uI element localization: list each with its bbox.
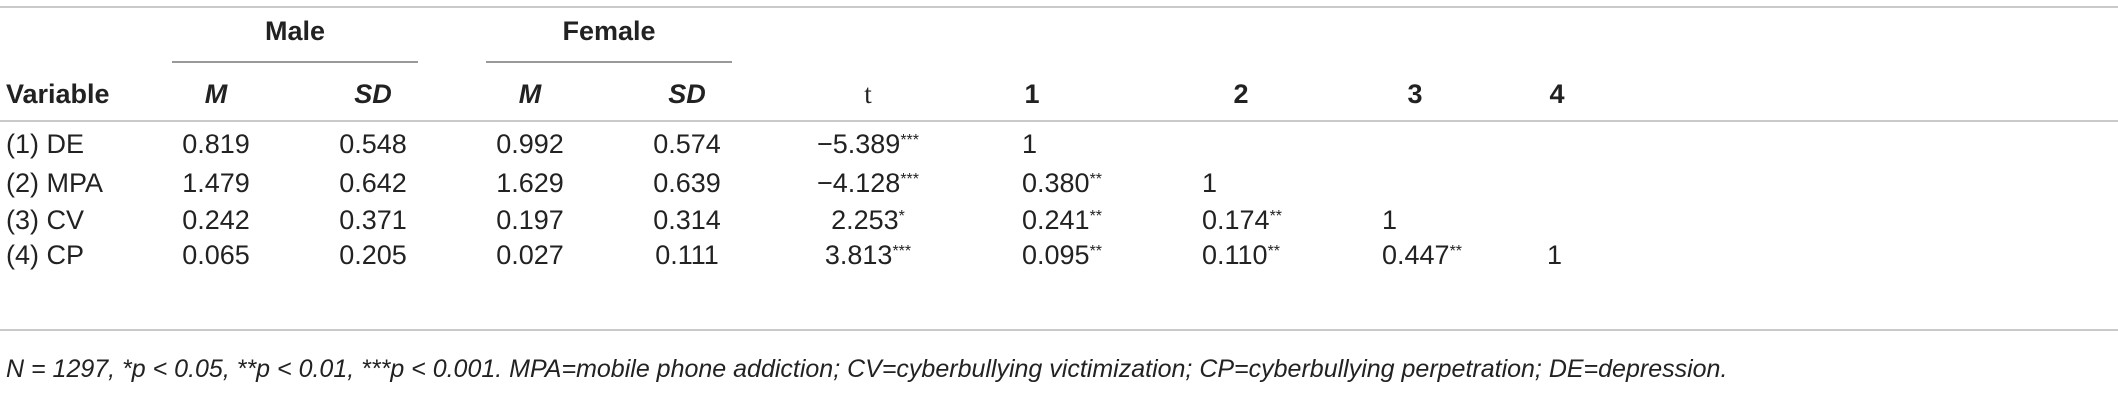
row-4-c1: 0.095** (1022, 238, 1102, 272)
row-3-c2-value: 0.174 (1202, 205, 1270, 235)
row-2-c1: 0.380** (1022, 166, 1102, 200)
row-2-c1-value: 0.380 (1022, 168, 1090, 198)
col-header-female-sd: SD (668, 79, 706, 109)
col-header-variable: Variable (6, 79, 110, 109)
row-2-female-sd: 0.639 (653, 168, 721, 198)
row-1-variable: (1) DE (6, 129, 85, 159)
row-2-t-sig: *** (900, 171, 920, 188)
row-2-female-m: 1.629 (496, 168, 564, 198)
row-1-t-value: −5.389 (816, 129, 901, 159)
female-group-rule (486, 61, 732, 63)
group-header-male: Male (264, 16, 326, 46)
row-4-c3-sig: ** (1449, 243, 1463, 260)
row-4-c3: 0.447** (1382, 238, 1462, 272)
row-4-c4: 1 (1546, 240, 1562, 270)
col-header-3: 3 (1407, 79, 1423, 109)
row-3-t-sig: * (898, 208, 905, 225)
row-2-c1-sig: ** (1089, 171, 1103, 188)
row-3-variable: (3) CV (6, 205, 85, 235)
row-4-male-sd: 0.205 (339, 240, 407, 270)
row-3-c1: 0.241** (1022, 203, 1102, 237)
col-header-male-sd: SD (354, 79, 392, 109)
row-3-c1-sig: ** (1089, 208, 1103, 225)
row-1-c1-value: 1 (1022, 129, 1038, 159)
row-2-male-sd: 0.642 (339, 168, 407, 198)
row-2-variable: (2) MPA (6, 168, 104, 198)
row-1-t-sig: *** (900, 132, 920, 149)
row-4-c1-value: 0.095 (1022, 240, 1090, 270)
row-4-variable: (4) CP (6, 240, 85, 270)
row-2-c2-value: 1 (1202, 168, 1218, 198)
row-4-c1-sig: ** (1089, 243, 1103, 260)
col-header-4: 4 (1549, 79, 1565, 109)
row-4-c3-value: 0.447 (1382, 240, 1450, 270)
row-3-c2: 0.174** (1202, 203, 1282, 237)
row-4-female-sd: 0.111 (655, 240, 719, 270)
row-3-t: 2.253* (831, 203, 905, 237)
row-1-c1: 1 (1022, 127, 1037, 161)
male-group-rule (172, 61, 418, 63)
group-header-female: Female (562, 16, 656, 46)
row-4-c2: 0.110** (1202, 238, 1280, 272)
col-header-2: 2 (1233, 79, 1249, 109)
row-3-c1-value: 0.241 (1022, 205, 1090, 235)
row-4-t-value: 3.813 (824, 240, 893, 270)
row-2-t: −4.128*** (817, 166, 919, 200)
row-2-t-value: −4.128 (816, 168, 901, 198)
row-3-female-sd: 0.314 (653, 205, 721, 235)
row-1-male-m: 0.819 (182, 129, 250, 159)
col-header-female-m: M (518, 79, 542, 109)
row-3-female-m: 0.197 (496, 205, 564, 235)
row-4-t-sig: *** (892, 243, 912, 260)
row-4-c2-value: 0.110 (1202, 240, 1268, 270)
row-4-male-m: 0.065 (182, 240, 250, 270)
row-3-t-value: 2.253 (831, 205, 899, 235)
row-3-c3: 1 (1382, 203, 1397, 237)
row-4-female-m: 0.027 (496, 240, 564, 270)
row-4-t: 3.813*** (825, 238, 911, 272)
row-1-female-sd: 0.574 (653, 129, 721, 159)
row-3-c2-sig: ** (1269, 208, 1283, 225)
table-bottom-rule (0, 329, 2118, 331)
row-3-c3-value: 1 (1382, 205, 1398, 235)
col-header-1: 1 (1024, 79, 1040, 109)
row-2-male-m: 1.479 (182, 168, 250, 198)
row-3-male-m: 0.242 (182, 205, 250, 235)
row-3-male-sd: 0.371 (339, 205, 407, 235)
row-1-female-m: 0.992 (496, 129, 564, 159)
header-bottom-rule (0, 120, 2118, 122)
row-1-male-sd: 0.548 (339, 129, 407, 159)
table-top-rule (0, 6, 2118, 8)
col-header-t: t (864, 79, 872, 109)
table-footnote: N = 1297, *p < 0.05, **p < 0.01, ***p < … (6, 355, 1728, 383)
row-1-t: −5.389*** (817, 127, 919, 161)
col-header-male-m: M (204, 79, 228, 109)
row-2-c2: 1 (1202, 166, 1217, 200)
row-4-c2-sig: ** (1267, 243, 1281, 260)
